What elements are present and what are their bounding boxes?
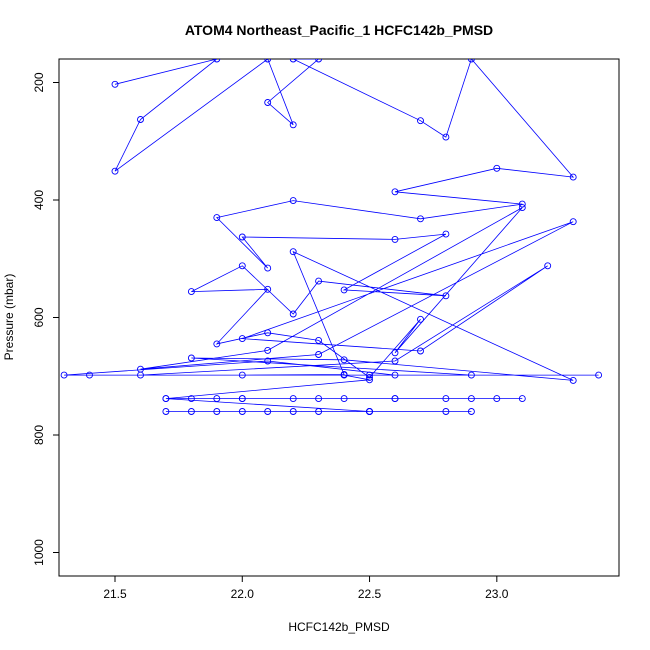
plot-area: [60, 59, 603, 415]
y-tick-label: 400: [32, 190, 46, 210]
x-tick-label: 21.5: [103, 587, 127, 601]
data-point: [391, 357, 399, 365]
data-point: [238, 395, 246, 403]
data-point: [264, 346, 272, 354]
y-tick-label: 800: [32, 425, 46, 445]
x-axis: 21.5 22.0 22.5 23.0: [103, 576, 509, 601]
data-point: [187, 408, 195, 415]
data-point: [442, 292, 450, 300]
data-point: [493, 164, 501, 172]
data-point: [315, 336, 323, 344]
data-point: [417, 347, 424, 355]
y-tick-label: 600: [32, 307, 46, 327]
data-point: [264, 357, 272, 365]
data-point: [238, 371, 246, 379]
data-point: [289, 248, 297, 256]
x-tick-label: 22.0: [231, 587, 255, 601]
y-tick-label: 200: [32, 72, 46, 92]
data-point: [391, 371, 399, 379]
x-axis-label: HCFC142b_PMSD: [288, 620, 390, 634]
data-point: [264, 59, 272, 63]
data-point: [289, 59, 297, 63]
data-point: [467, 408, 475, 415]
data-point: [569, 376, 577, 384]
data-point: [238, 335, 246, 343]
y-tick-label: 1000: [32, 539, 46, 566]
data-point: [213, 59, 221, 63]
data-point: [391, 188, 399, 196]
data-point: [315, 59, 323, 63]
data-point: [213, 340, 221, 348]
data-point: [213, 395, 221, 403]
data-point: [442, 133, 450, 141]
data-point: [315, 351, 323, 358]
data-point: [569, 173, 577, 181]
data-point: [238, 262, 246, 270]
data-point: [315, 395, 323, 403]
y-axis: 200 400 600 800 1000: [32, 72, 59, 566]
x-tick-label: 23.0: [485, 587, 509, 601]
data-point: [264, 285, 272, 293]
data-point: [289, 310, 297, 318]
data-point: [493, 395, 501, 403]
data-point: [518, 204, 526, 212]
y-axis-label: Pressure (mbar): [2, 274, 16, 361]
data-point: [264, 264, 272, 272]
data-point: [366, 376, 373, 384]
data-point: [417, 215, 424, 223]
data-point: [162, 395, 170, 403]
data-point: [315, 277, 323, 285]
data-point: [569, 218, 577, 226]
data-point: [391, 235, 399, 243]
data-point: [391, 349, 399, 357]
data-point: [111, 167, 119, 175]
data-point: [366, 373, 373, 381]
data-point: [544, 262, 552, 270]
chart-title: ATOM4 Northeast_Pacific_1 HCFC142b_PMSD: [185, 22, 493, 38]
data-point: [137, 371, 144, 379]
data-point: [264, 329, 272, 337]
data-point: [264, 99, 272, 106]
data-point: [340, 356, 348, 364]
data-point: [442, 408, 450, 415]
data-point: [417, 315, 424, 323]
data-point: [162, 408, 170, 415]
data-point: [187, 395, 195, 403]
x-tick-label: 22.5: [358, 587, 382, 601]
data-point: [340, 371, 348, 379]
data-point: [111, 80, 119, 88]
data-point: [518, 395, 526, 403]
data-point: [213, 408, 221, 415]
data-point: [60, 371, 68, 379]
data-point: [213, 214, 221, 222]
data-point: [264, 408, 272, 415]
data-point: [137, 116, 144, 123]
data-point: [289, 197, 297, 205]
data-point: [467, 395, 475, 403]
data-point: [238, 408, 246, 415]
data-point: [595, 371, 603, 379]
data-point: [289, 408, 297, 415]
data-point: [86, 371, 93, 379]
data-point: [238, 233, 246, 241]
data-point: [187, 288, 195, 296]
data-point: [467, 371, 475, 379]
data-point: [467, 59, 475, 63]
data-point: [518, 200, 526, 208]
data-point: [366, 408, 373, 415]
series-line-0: [64, 59, 599, 412]
data-point: [366, 371, 373, 379]
data-point: [340, 395, 348, 403]
data-point: [391, 395, 399, 403]
data-point: [442, 230, 450, 238]
data-point: [289, 395, 297, 403]
data-point: [315, 408, 323, 415]
data-point: [289, 121, 297, 129]
data-point: [187, 354, 195, 362]
data-point: [442, 395, 450, 403]
data-point: [340, 286, 348, 294]
data-point: [417, 117, 424, 125]
